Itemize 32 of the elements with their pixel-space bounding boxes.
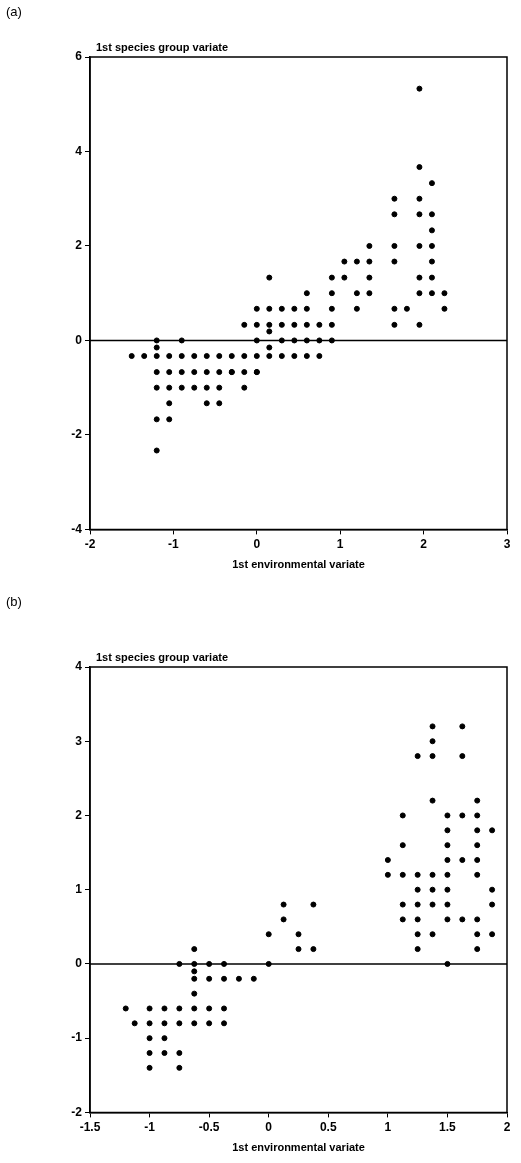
y-tick-label: 3 <box>75 733 83 748</box>
x-tick-label: 0.5 <box>319 1119 337 1134</box>
x-tick-label: -1.5 <box>79 1119 101 1134</box>
x-tick-label: 2 <box>420 536 428 551</box>
y-tick-label: 2 <box>75 238 83 253</box>
y-tick-label: -2 <box>71 427 83 442</box>
y-tick-label: -1 <box>71 1030 83 1045</box>
y-tick-label: 0 <box>75 332 83 347</box>
x-tick-label: -0.5 <box>198 1119 220 1134</box>
x-tick-label: 0 <box>265 1119 273 1134</box>
x-tick-label: 1 <box>384 1119 392 1134</box>
chart-title: (a) <box>6 4 22 19</box>
y-tick-label: 4 <box>75 143 83 158</box>
y-axis-title: 1st species group variate <box>96 651 229 663</box>
y-tick-label: 4 <box>75 659 83 674</box>
y-axis-title: 1st species group variate <box>96 41 229 53</box>
x-tick-label: -1 <box>144 1119 156 1134</box>
x-tick-label: 3 <box>503 536 511 551</box>
x-axis-title: 1st environmental variate <box>232 558 365 571</box>
x-tick-label: -1 <box>168 536 180 551</box>
chart-title: (b) <box>6 594 22 609</box>
y-tick-label: 6 <box>75 49 83 64</box>
y-tick-label: -2 <box>71 1104 83 1119</box>
y-tick-label: -4 <box>71 521 83 536</box>
x-tick-label: 1.5 <box>439 1119 457 1134</box>
x-tick-label: 0 <box>253 536 261 551</box>
y-tick-label: 0 <box>75 956 83 971</box>
x-tick-label: 2 <box>503 1119 511 1134</box>
y-tick-label: 2 <box>75 807 83 822</box>
y-tick-label: 1 <box>75 882 83 897</box>
x-tick-label: 1 <box>336 536 344 551</box>
x-axis-title: 1st environmental variate <box>232 1141 365 1154</box>
